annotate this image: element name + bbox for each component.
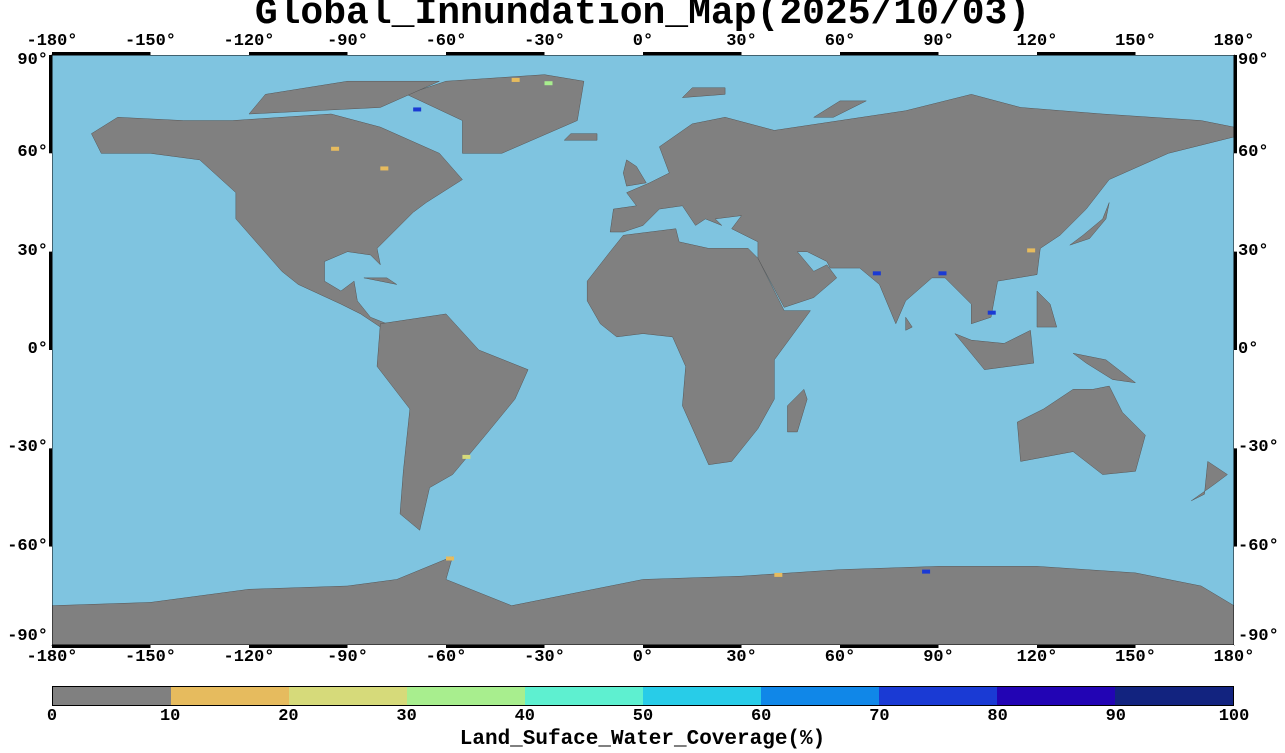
landmass-novaya-zemlya — [812, 100, 867, 118]
colorbar-tick-label: 60 — [750, 707, 772, 726]
lat-tick-label-left: 30° — [17, 241, 48, 261]
inundation-patch — [544, 81, 553, 86]
lat-tick-label-right: 90° — [1238, 51, 1269, 70]
lat-tick-label-left: 90° — [17, 51, 48, 70]
inundation-patch — [413, 107, 422, 112]
colorbar-tick-label: 70 — [869, 707, 890, 726]
landmass-japan — [1069, 202, 1110, 246]
colorbar-swatch — [879, 687, 997, 705]
lat-tick-label-right: 30° — [1238, 241, 1269, 261]
lat-tick-label-left: -30° — [7, 438, 48, 458]
inundation-patch — [380, 166, 389, 171]
landmass-eurasia — [609, 94, 1235, 325]
colorbar-tick-label: 100 — [1218, 707, 1250, 726]
lon-tick-label-bottom: -120° — [223, 648, 275, 667]
inundation-patch — [987, 310, 996, 315]
lon-tick-label-top: 180° — [1213, 32, 1255, 51]
inundation-patch — [774, 572, 783, 577]
landmass-svalbard — [681, 87, 726, 98]
lon-tick-label-top: 150° — [1115, 32, 1156, 51]
colorbar-tick-label: 80 — [987, 707, 1008, 726]
lon-tick-label-top: 60° — [824, 32, 856, 51]
colorbar-swatch — [407, 687, 525, 705]
landmass-south-america — [376, 313, 529, 531]
lon-tick-label-top: -120° — [223, 32, 275, 51]
lat-tick-label-right: -30° — [1238, 438, 1279, 458]
lon-tick-label-top: 90° — [923, 32, 954, 51]
colorbar-swatch — [525, 687, 643, 705]
inundation-patch — [446, 556, 454, 561]
inundation-patch — [938, 271, 947, 276]
lat-tick-label-left: 60° — [17, 143, 48, 163]
colorbar-swatch — [53, 687, 171, 705]
lon-tick-label-top: -60° — [425, 32, 467, 51]
lon-tick-label-bottom: 180° — [1213, 648, 1255, 667]
landmass-uk — [623, 159, 647, 187]
inundation-patch — [462, 454, 471, 459]
colorbar-swatch — [643, 687, 761, 705]
lon-tick-label-bottom: -150° — [124, 648, 177, 667]
colorbar-swatch — [761, 687, 879, 705]
lon-tick-label-bottom: 30° — [726, 648, 757, 667]
colorbar-tick-label: 40 — [514, 707, 535, 726]
landmass-madagascar — [787, 388, 808, 433]
colorbar-swatch — [289, 687, 407, 705]
colorbar-tick-label: 10 — [159, 707, 181, 726]
inundation-patch — [872, 271, 881, 276]
inundation-map — [49, 52, 1237, 648]
colorbar-swatch — [1115, 687, 1233, 705]
lon-tick-label-top: 120° — [1016, 32, 1058, 51]
lon-tick-label-bottom: -60° — [425, 648, 467, 667]
lon-tick-label-bottom: 90° — [923, 648, 954, 667]
lon-tick-label-top: -30° — [524, 32, 565, 51]
landmass-arctic-islands — [248, 80, 440, 115]
inundation-patch — [922, 569, 931, 574]
landmass-new-guinea — [1072, 353, 1137, 384]
lat-tick-label-right: -60° — [1238, 536, 1279, 556]
colorbar-label: Land_Suface_Water_Coverage(%) — [459, 728, 826, 751]
lon-tick-label-top: -180° — [26, 32, 78, 51]
landmass-sri-lanka — [905, 316, 913, 331]
map-title: Global_Innundation_Map(2025/10/03) — [254, 0, 1031, 35]
lon-tick-label-bottom: -30° — [524, 648, 565, 667]
colorbar-tick-label: 90 — [1105, 707, 1126, 726]
lon-tick-label-bottom: 150° — [1115, 648, 1156, 667]
lat-tick-label-right: 60° — [1238, 143, 1269, 163]
landmass-greenland — [405, 74, 585, 154]
lat-tick-label-left: -90° — [7, 627, 48, 646]
lat-tick-label-right: -90° — [1238, 627, 1279, 646]
lon-tick-label-top: -150° — [124, 32, 177, 51]
landmass-australia — [1017, 385, 1146, 475]
lon-tick-label-top: 0° — [632, 32, 654, 51]
lon-tick-label-bottom: 60° — [824, 648, 856, 667]
landmass-north-america — [91, 113, 463, 328]
lat-tick-label-right: 0° — [1238, 340, 1259, 359]
lon-tick-label-bottom: -90° — [327, 648, 368, 667]
colorbar-swatch — [997, 687, 1115, 705]
lon-tick-label-top: 30° — [726, 32, 757, 51]
landmass-iceland — [563, 133, 598, 141]
inundation-patch — [511, 77, 520, 82]
landmass-borneo-sumatra — [954, 329, 1034, 370]
landmass-philippines — [1036, 290, 1058, 328]
lon-tick-label-bottom: -180° — [26, 648, 78, 667]
lat-tick-label-left: 0° — [27, 340, 48, 359]
landmass-new-zealand — [1191, 461, 1228, 502]
lon-tick-label-bottom: 0° — [632, 648, 654, 667]
inundation-patch — [331, 146, 340, 151]
colorbar-tick-label: 0 — [46, 707, 58, 726]
colorbar-swatch — [171, 687, 289, 705]
lon-tick-label-bottom: 120° — [1016, 648, 1058, 667]
inundation-patch — [1027, 248, 1036, 253]
landmass-cuba — [363, 277, 397, 285]
colorbar — [52, 686, 1234, 706]
landmass-africa — [586, 228, 811, 465]
lat-tick-label-left: -60° — [7, 536, 48, 556]
colorbar-tick-label: 20 — [278, 707, 299, 726]
colorbar-tick-label: 50 — [632, 707, 654, 726]
lon-tick-label-top: -90° — [327, 32, 368, 51]
colorbar-tick-label: 30 — [396, 707, 417, 726]
